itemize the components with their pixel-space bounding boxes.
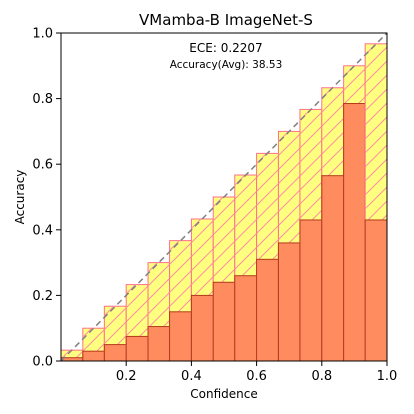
accuracy-bar-3	[103, 344, 127, 362]
accuracy-bar-10	[256, 258, 279, 362]
y-tick-label: 0.0	[32, 355, 53, 370]
axes: 0.2 0.4 0.6 0.8 1.0 0.0 0.2 0.4 0.6 0.8 1.0	[32, 27, 397, 385]
x-tick-label: 0.8	[311, 369, 332, 384]
accuracy-bar-2	[82, 350, 105, 362]
x-tick-label: 1.0	[377, 369, 398, 384]
x-tick-label: 0.6	[246, 369, 267, 384]
x-axis-label: Confidence	[190, 387, 257, 401]
x-tick-label: 0.2	[116, 369, 137, 384]
y-axis-label: Accuracy	[13, 170, 27, 225]
chart-title: VMamba-B ImageNet-S	[139, 11, 313, 29]
accuracy-bar-15	[364, 219, 388, 362]
accuracy-bar-11	[277, 242, 301, 362]
plot-frame	[60, 32, 388, 362]
accuracy-bar-8	[212, 281, 236, 362]
y-tick-label: 0.4	[32, 223, 53, 238]
ece-annotation: ECE: 0.2207	[189, 41, 262, 55]
accuracy-bar-7	[190, 294, 214, 362]
x-tick-label: 0.4	[181, 369, 202, 384]
accuracy-bar-4	[125, 335, 149, 362]
y-tick-label: 0.8	[32, 92, 53, 107]
accuracy-annotation: Accuracy(Avg): 38.53	[170, 59, 283, 71]
accuracy-bar-12	[299, 219, 323, 362]
perfect-calibration-line	[60, 32, 388, 362]
y-tick-label: 0.2	[32, 289, 53, 304]
accuracy-bar-13	[321, 175, 345, 362]
y-tick-label: 1.0	[32, 27, 53, 42]
accuracy-bar-9	[234, 275, 258, 362]
y-tick-label: 0.6	[32, 158, 53, 173]
accuracy-bar-14	[343, 103, 366, 362]
accuracy-bar-5	[147, 326, 171, 362]
plot-area	[60, 32, 388, 362]
gap-hatch-1	[61, 350, 83, 361]
accuracy-bar-6	[169, 311, 192, 362]
